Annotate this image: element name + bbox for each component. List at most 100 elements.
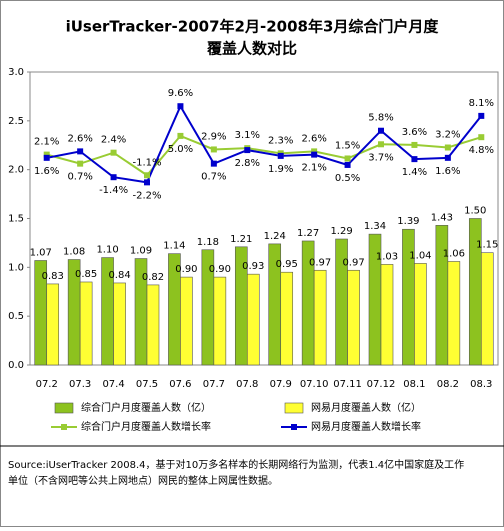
- y-tick-label: 0.5: [8, 311, 24, 322]
- bar: [46, 283, 60, 366]
- bar: [347, 269, 360, 366]
- bar-value-label: 1.06: [443, 248, 465, 259]
- bar: [213, 276, 227, 366]
- line-value-label: 0.7%: [67, 172, 92, 183]
- chart-title: 覆盖人数对比: [207, 40, 297, 58]
- marker: [277, 152, 284, 159]
- bar: [79, 281, 93, 366]
- bar-value-label: 0.90: [175, 264, 197, 275]
- marker: [478, 112, 485, 119]
- marker: [311, 151, 318, 158]
- line-value-label: 8.1%: [469, 98, 494, 109]
- legend-label: 网易月度覆盖人数（亿）: [311, 401, 421, 414]
- bar: [313, 269, 327, 366]
- bar-value-label: 1.34: [364, 221, 386, 232]
- marker: [344, 155, 351, 162]
- marker: [344, 161, 351, 168]
- y-tick-label: 2.5: [8, 116, 24, 127]
- marker: [210, 160, 217, 167]
- bar-value-label: 1.29: [330, 226, 352, 237]
- bar: [480, 252, 494, 366]
- bar: [435, 225, 449, 366]
- x-tick-label: 08.3: [470, 379, 492, 390]
- bar-value-label: 1.08: [63, 247, 85, 258]
- marker: [110, 149, 117, 156]
- line-value-label: 2.6%: [301, 133, 326, 144]
- bar-value-label: 1.27: [297, 228, 319, 239]
- x-tick-label: 08.2: [437, 379, 459, 390]
- marker: [110, 174, 117, 181]
- chart-title: iUserTracker-2007年2月-2008年3月综合门户月度: [66, 18, 440, 36]
- line-value-label: 2.8%: [235, 158, 260, 169]
- marker: [43, 151, 50, 158]
- line: [46, 134, 482, 177]
- marker: [244, 147, 251, 154]
- line-value-label: 5.0%: [168, 144, 193, 155]
- y-tick-label: 1.0: [8, 262, 24, 273]
- bar-value-label: 1.18: [197, 237, 219, 248]
- line-value-label: 2.6%: [67, 133, 92, 144]
- line-value-label: 4.8%: [469, 145, 494, 156]
- line-value-label: 1.6%: [435, 166, 460, 177]
- y-tick-label: 2.0: [8, 165, 24, 176]
- marker: [311, 148, 318, 155]
- marker: [144, 172, 150, 179]
- line-value-label: 2.3%: [268, 135, 293, 146]
- bar-value-label: 1.15: [476, 240, 498, 251]
- line-value-label: 1.9%: [268, 164, 293, 175]
- line-value-label: 3.2%: [435, 130, 460, 141]
- marker: [411, 156, 418, 163]
- x-tick-label: 07.5: [136, 379, 158, 390]
- bar-value-label: 1.50: [464, 206, 486, 217]
- x-tick-label: 07.8: [236, 379, 258, 390]
- marker: [444, 154, 451, 161]
- y-tick-label: 1.5: [8, 214, 24, 225]
- line-value-label: 5.8%: [368, 113, 393, 124]
- line-value-label: 2.4%: [101, 135, 126, 146]
- bar-value-label: 0.95: [276, 259, 298, 270]
- bar-value-label: 1.10: [96, 245, 118, 256]
- x-tick-label: 08.1: [403, 379, 425, 390]
- bar-value-label: 1.04: [409, 250, 431, 261]
- bar: [180, 276, 193, 366]
- line-value-label: 2.1%: [301, 163, 326, 174]
- bar: [447, 261, 461, 366]
- x-tick-label: 07.11: [333, 379, 362, 390]
- x-tick-label: 07.7: [203, 379, 225, 390]
- marker: [378, 141, 384, 148]
- x-tick-label: 07.3: [69, 379, 91, 390]
- bar-value-label: 0.93: [242, 261, 264, 272]
- source: Source:iUserTracker 2008.4，基于对10万多名样本的长期…: [8, 458, 464, 471]
- line-value-label: 0.7%: [201, 172, 226, 183]
- y-tick-label: 0.0: [8, 360, 24, 371]
- marker: [77, 148, 84, 155]
- x-tick-label: 07.9: [270, 379, 292, 390]
- bar-value-label: 1.24: [264, 231, 286, 242]
- line-value-label: 0.5%: [335, 173, 360, 184]
- marker: [444, 144, 451, 151]
- x-tick-label: 07.12: [367, 379, 396, 390]
- marker: [378, 127, 384, 134]
- bar: [414, 263, 427, 366]
- bar: [246, 273, 260, 366]
- bar-value-label: 0.85: [75, 269, 97, 280]
- bar-value-label: 0.97: [309, 257, 331, 268]
- legend-swatch: [61, 424, 67, 430]
- legend-label: 网易月度覆盖人数增长率: [311, 420, 421, 433]
- legend-label: 综合门户月度覆盖人数增长率: [81, 420, 211, 433]
- legend-swatch: [284, 402, 304, 414]
- x-tick-label: 07.6: [169, 379, 191, 390]
- marker: [77, 160, 84, 167]
- line-value-label: 3.1%: [235, 130, 260, 141]
- x-tick-label: 07.4: [102, 379, 124, 390]
- marker: [177, 103, 184, 110]
- line-value-label: 1.4%: [402, 167, 427, 178]
- y-tick-label: 3.0: [8, 67, 24, 78]
- marker: [177, 132, 184, 139]
- marker: [144, 179, 150, 186]
- line-value-label: 9.6%: [168, 88, 193, 99]
- bar: [280, 271, 294, 366]
- legend-swatch: [291, 424, 297, 430]
- source: 单位（不含网吧等公共上网地点）网民的整体上网属性数据。: [8, 474, 278, 487]
